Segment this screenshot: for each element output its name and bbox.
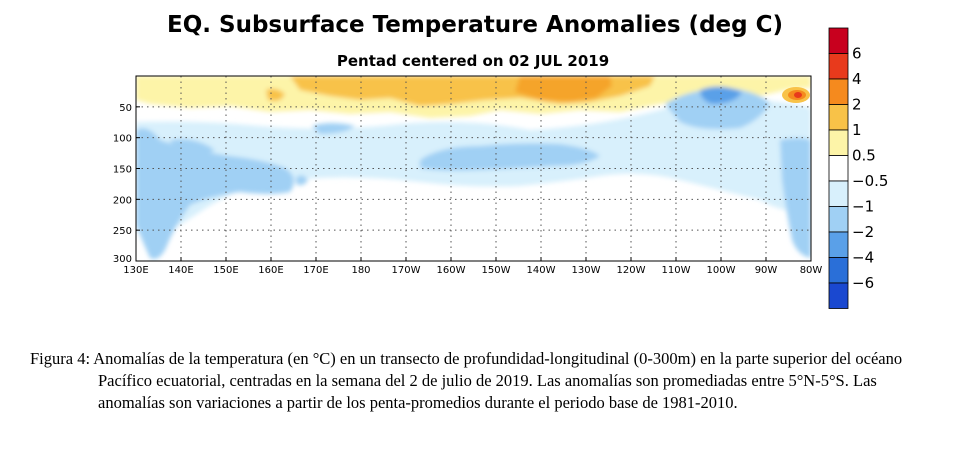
y-tick-label: 250 [113,226,132,237]
x-tick-label: 150W [482,265,511,276]
x-tick-label: 140E [168,265,193,276]
figure-caption: Figura 4: Anomalías de la temperatura (e… [30,348,935,414]
x-tick-label: 170W [392,265,421,276]
x-tick-label: 160W [437,265,466,276]
y-axis-ticks: 50 100 150 200 250 300 [113,103,140,265]
colorbar-label: 1 [852,121,862,139]
colorbar-swatch [828,180,849,207]
x-tick-label: 130E [123,265,148,276]
colorbar-swatch [828,155,849,182]
colorbar: 6 4 2 1 0.5 −0.5 −1 −2 −4 −6 [828,27,888,309]
anomaly-cool-dot [296,175,308,186]
heatmap-plot-area: 130E 140E 150E 160E 170E 180 170W 160W 150W 140W 1… [113,75,822,276]
x-tick-label: 140W [527,265,556,276]
x-tick-label: 100W [707,265,736,276]
colorbar-label: 6 [852,45,862,63]
subsurface-anomaly-chart: EQ. Subsurface Temperature Anomalies (de… [113,12,888,309]
x-tick-label: 170E [303,265,328,276]
anomaly-fields [136,76,811,259]
colorbar-swatch [828,104,849,131]
anomaly-cool-east-core [700,86,742,104]
colorbar-swatch [828,129,849,156]
colorbar-label: −1 [852,198,874,216]
colorbar-swatch [828,78,849,105]
anomaly-warm-patch-strong [515,76,612,102]
colorbar-swatch [828,282,849,309]
x-tick-label: 120W [617,265,646,276]
colorbar-label: 0.5 [852,147,876,165]
x-tick-label: 130W [572,265,601,276]
y-tick-label: 100 [113,134,132,145]
anomaly-cool-east-lens [665,88,770,130]
colorbar-swatch [828,206,849,233]
y-tick-label: 300 [113,254,132,265]
x-tick-label: 110W [662,265,691,276]
y-tick-label: 150 [113,165,132,176]
x-tick-label: 180 [351,265,370,276]
y-tick-label: 50 [119,103,132,114]
x-tick-label: 160E [258,265,283,276]
chart-subtitle: Pentad centered on 02 JUL 2019 [337,52,609,70]
y-tick-label: 200 [113,195,132,206]
anomaly-cool-west-tongue [136,128,294,259]
chart-title: EQ. Subsurface Temperature Anomalies (de… [167,12,783,38]
x-tick-label: 90W [755,265,778,276]
colorbar-label: −6 [852,274,874,292]
colorbar-label: −4 [852,249,874,267]
colorbar-label: −0.5 [852,172,888,190]
anomaly-cool-central-tongue [420,143,600,171]
anomaly-cool-east-column [780,138,811,258]
colorbar-label: 2 [852,96,862,114]
anomaly-warm-spot-80w-core [794,92,802,98]
x-tick-label: 80W [800,265,823,276]
caption-text: Figura 4: Anomalías de la temperatura (e… [30,349,903,412]
colorbar-label: −2 [852,223,874,241]
colorbar-swatch [828,257,849,284]
plot-gridlines [136,76,811,261]
anomaly-cool-small-lens [312,123,355,134]
x-tick-label: 150E [213,265,238,276]
colorbar-swatch [828,53,849,80]
colorbar-swatch [828,231,849,258]
colorbar-label: 4 [852,70,862,88]
x-axis-ticks: 130E 140E 150E 160E 170E 180 170W 160W 150W 140W 1… [123,257,822,276]
colorbar-swatch [828,27,849,54]
